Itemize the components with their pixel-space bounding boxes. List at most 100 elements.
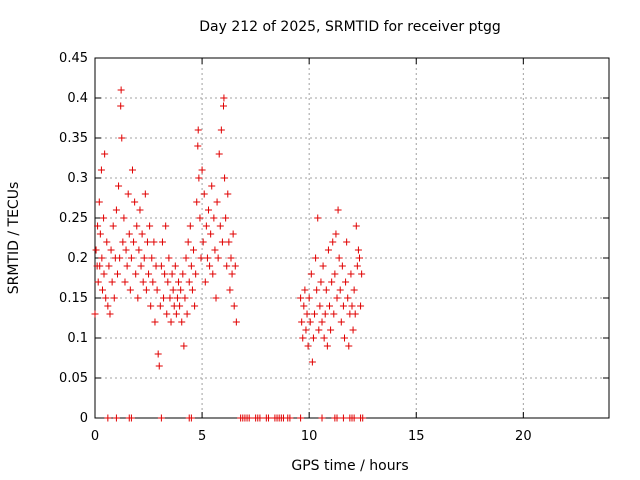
data-point [200, 190, 208, 198]
data-point [190, 246, 198, 254]
data-point [115, 182, 123, 190]
data-point [135, 246, 143, 254]
data-point [191, 302, 199, 310]
y-tick-label: 0.4 [67, 91, 88, 106]
data-point [109, 222, 117, 230]
data-point [117, 86, 125, 94]
y-tick-label: 0.15 [59, 291, 88, 306]
data-point [217, 126, 225, 134]
data-point [91, 310, 99, 318]
x-tick-label: 10 [301, 429, 318, 444]
data-point [344, 294, 352, 302]
data-point [353, 262, 361, 270]
data-points [91, 86, 367, 422]
y-tick-label: 0 [80, 411, 88, 426]
data-point [183, 310, 191, 318]
data-point [264, 414, 272, 422]
data-point [101, 150, 109, 158]
data-point [166, 294, 174, 302]
data-point [175, 278, 183, 286]
data-point [126, 286, 134, 294]
data-point [103, 238, 111, 246]
data-point [208, 182, 216, 190]
x-tick-label: 15 [408, 429, 425, 444]
data-point [176, 302, 184, 310]
data-point [329, 238, 337, 246]
data-point [314, 214, 322, 222]
data-point [210, 214, 218, 222]
data-point [333, 294, 341, 302]
data-point [164, 278, 172, 286]
data-point [107, 246, 115, 254]
data-point [108, 278, 116, 286]
data-point [304, 342, 312, 350]
data-point [131, 198, 139, 206]
data-point [182, 254, 190, 262]
data-point [194, 142, 202, 150]
data-point [352, 222, 360, 230]
data-point [157, 262, 165, 270]
data-point [158, 238, 166, 246]
data-point [205, 206, 213, 214]
data-point [223, 262, 231, 270]
data-point [221, 174, 229, 182]
data-point [309, 334, 317, 342]
data-point [117, 102, 125, 110]
data-point [334, 206, 342, 214]
data-point [226, 286, 234, 294]
data-point [224, 190, 232, 198]
data-point [320, 334, 328, 342]
data-point [105, 262, 113, 270]
data-point [123, 262, 131, 270]
grid-lines [95, 58, 609, 418]
data-point [339, 302, 347, 310]
data-point [203, 254, 211, 262]
data-point [106, 310, 114, 318]
data-point [357, 302, 365, 310]
data-point [299, 334, 307, 342]
data-point [96, 230, 104, 238]
data-point [180, 342, 188, 350]
data-point [137, 262, 145, 270]
data-point [160, 294, 168, 302]
data-point [177, 286, 185, 294]
x-tick-label: 5 [198, 429, 206, 444]
data-point [339, 414, 347, 422]
data-point [335, 254, 343, 262]
data-point [167, 318, 175, 326]
data-point [179, 270, 187, 278]
data-point [355, 254, 363, 262]
data-point [169, 286, 177, 294]
data-point [143, 238, 151, 246]
data-point [347, 270, 355, 278]
data-point [139, 278, 147, 286]
data-point [301, 286, 309, 294]
data-point [297, 414, 305, 422]
data-point [130, 238, 138, 246]
data-point [141, 190, 149, 198]
data-point [336, 286, 344, 294]
data-point [338, 262, 346, 270]
data-point [147, 302, 155, 310]
data-point [188, 286, 196, 294]
data-point [306, 318, 314, 326]
data-point [149, 278, 157, 286]
data-point [308, 358, 316, 366]
data-point [220, 102, 227, 110]
data-point [104, 302, 112, 310]
data-point [150, 238, 158, 246]
data-point [197, 254, 205, 262]
y-tick-label: 0.05 [59, 371, 88, 386]
data-point [102, 294, 110, 302]
data-point [133, 222, 141, 230]
data-point [140, 254, 148, 262]
data-point [121, 278, 129, 286]
x-tick-label: 0 [91, 429, 99, 444]
data-point [198, 166, 206, 174]
y-tick-label: 0.3 [67, 171, 88, 186]
data-point [328, 278, 336, 286]
data-point [359, 414, 367, 422]
data-point [192, 270, 200, 278]
data-point [326, 302, 334, 310]
